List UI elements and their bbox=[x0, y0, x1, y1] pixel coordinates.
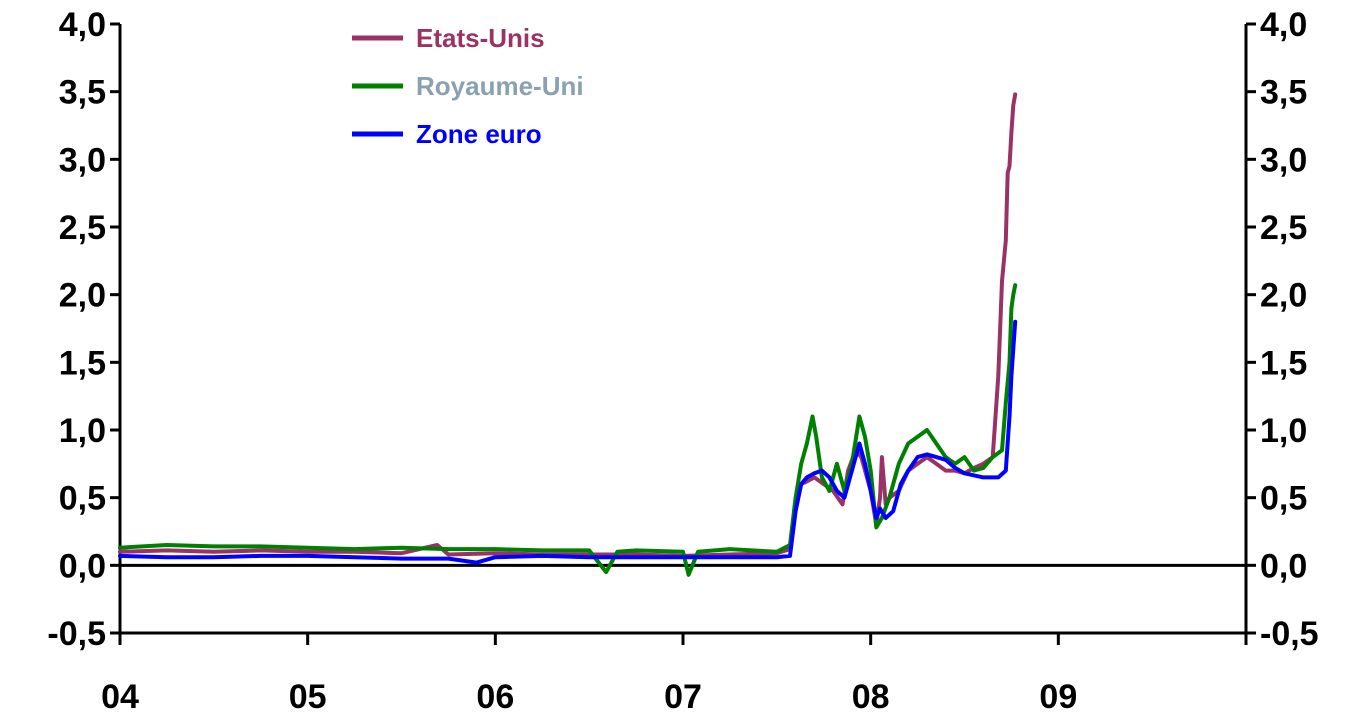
x-tick-label: 05 bbox=[289, 678, 327, 716]
y-tick-label-left: 3,5 bbox=[59, 74, 106, 112]
y-tick-label-left: 4,0 bbox=[59, 6, 106, 44]
y-tick-label-left: 0,0 bbox=[59, 547, 106, 585]
y-tick-label-left: 2,5 bbox=[59, 209, 106, 247]
y-tick-label-right: 3,0 bbox=[1260, 141, 1307, 179]
y-tick-label-left: 3,0 bbox=[59, 141, 106, 179]
y-tick-label-right: 2,0 bbox=[1260, 277, 1307, 315]
y-tick-label-right: 1,5 bbox=[1260, 344, 1307, 382]
axes-layer: -0,5 -0,5 0,0 0,0 0,5 0,5 1,0 1,0 1,5 1,5 2,0 2,0 2,… bbox=[47, 6, 1318, 716]
y-tick-label-right: 4,0 bbox=[1260, 6, 1307, 44]
x-tick-label: 07 bbox=[664, 678, 702, 716]
legend-label: Etats-Unis bbox=[416, 23, 545, 53]
x-tick-label: 08 bbox=[852, 678, 890, 716]
series-layer bbox=[118, 92, 1018, 577]
y-tick-label-right: -0,5 bbox=[1260, 615, 1319, 653]
series-line-zone-euro bbox=[118, 319, 1018, 565]
legend-label: Zone euro bbox=[416, 119, 542, 149]
series-line-royaume-uni bbox=[118, 283, 1018, 577]
y-tick-label-left: 2,0 bbox=[59, 277, 106, 315]
y-tick-label-right: 0,5 bbox=[1260, 480, 1307, 518]
y-tick-label-right: 3,5 bbox=[1260, 74, 1307, 112]
legend-label: Royaume-Uni bbox=[416, 71, 584, 101]
y-tick-label-left: -0,5 bbox=[47, 615, 106, 653]
y-tick-label-right: 1,0 bbox=[1260, 412, 1307, 450]
y-tick-label-left: 1,5 bbox=[59, 344, 106, 382]
x-tick-label: 09 bbox=[1039, 678, 1077, 716]
y-tick-label-left: 0,5 bbox=[59, 480, 106, 518]
y-tick-label-left: 1,0 bbox=[59, 412, 106, 450]
legend: Etats-Unis Royaume-Uni Zone euro bbox=[352, 23, 584, 149]
x-tick-label: 04 bbox=[101, 678, 139, 716]
y-tick-label-right: 2,5 bbox=[1260, 209, 1307, 247]
series-line-etats-unis bbox=[118, 92, 1018, 558]
x-tick-label: 06 bbox=[476, 678, 514, 716]
y-tick-label-right: 0,0 bbox=[1260, 547, 1307, 585]
